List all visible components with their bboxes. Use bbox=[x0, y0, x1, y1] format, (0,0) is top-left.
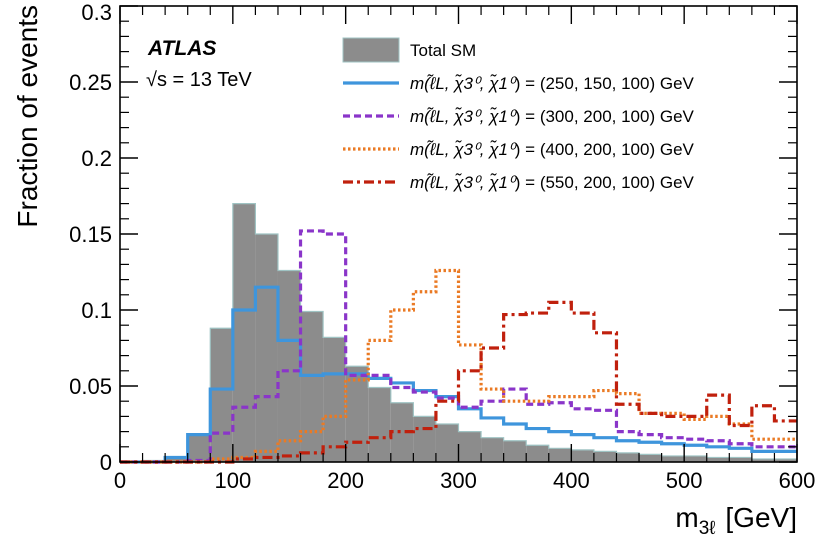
total-sm-bar bbox=[368, 387, 391, 462]
legend-label: m(ℓ̃L, χ̃3⁰, χ̃1⁰) = (400, 200, 100) GeV bbox=[410, 139, 695, 159]
x-axis-unit: [GeV] bbox=[725, 502, 797, 533]
total-sm-bar bbox=[571, 449, 594, 462]
total-sm-bar bbox=[548, 448, 572, 462]
axis-ticks bbox=[119, 5, 798, 463]
atlas-label: ATLAS bbox=[147, 37, 216, 60]
total-sm-bar bbox=[390, 402, 414, 462]
legend-swatch-total-sm bbox=[342, 37, 400, 63]
legend-label: m(ℓ̃L, χ̃3⁰, χ̃1⁰) = (300, 200, 100) GeV bbox=[410, 106, 695, 126]
total-sm-bar bbox=[165, 457, 188, 462]
total-sm-bar bbox=[435, 424, 459, 462]
y-tick-label: 0.15 bbox=[69, 222, 112, 247]
x-axis-sub: 3ℓ bbox=[699, 518, 716, 539]
legend-label: Total SM bbox=[410, 41, 476, 60]
y-tick-label: 0.3 bbox=[81, 0, 112, 25]
total-sm-bar bbox=[458, 431, 482, 462]
total-sm-bar bbox=[187, 434, 211, 462]
total-sm-bar bbox=[774, 458, 797, 462]
legend: Total SM m(ℓ̃L, χ̃3⁰, χ̃1⁰) = (250, 150, … bbox=[342, 37, 695, 192]
legend-label: m(ℓ̃L, χ̃3⁰, χ̃1⁰) = (250, 150, 100) GeV bbox=[410, 73, 695, 93]
x-tick-label: 500 bbox=[666, 468, 703, 493]
total-sm-bar bbox=[481, 437, 504, 462]
total-sm-bar bbox=[255, 234, 278, 462]
total-sm-bar bbox=[503, 440, 527, 462]
total-sm-bar bbox=[526, 445, 549, 462]
signal-line-3 bbox=[120, 268, 797, 464]
x-tick-label: 400 bbox=[553, 468, 590, 493]
x-tick-label: 0 bbox=[114, 468, 126, 493]
x-axis-var: m bbox=[675, 502, 698, 533]
x-tick-label: 200 bbox=[327, 468, 364, 493]
signal-line-2 bbox=[120, 229, 797, 464]
total-sm-bar bbox=[300, 311, 324, 462]
total-sm-bar bbox=[639, 454, 662, 462]
total-sm-bar bbox=[751, 458, 775, 462]
y-tick-label: 0.1 bbox=[81, 298, 112, 323]
x-tick-label: 100 bbox=[214, 468, 251, 493]
x-tick-label: 300 bbox=[440, 468, 477, 493]
y-axis-title: Fraction of events bbox=[12, 5, 43, 228]
total-sm-bar bbox=[616, 452, 640, 462]
signal-line-1 bbox=[120, 285, 797, 464]
total-sm-bar bbox=[323, 337, 346, 462]
y-tick-label: 0.2 bbox=[81, 146, 112, 171]
total-sm-bar bbox=[706, 457, 730, 462]
total-sm-bar bbox=[413, 416, 436, 462]
total-sm-bar bbox=[345, 366, 369, 462]
y-tick-label: 0.25 bbox=[69, 70, 112, 95]
x-axis-title: m3ℓ [GeV] bbox=[675, 502, 797, 539]
total-sm-bar bbox=[593, 451, 617, 462]
total-sm-bar bbox=[661, 455, 685, 462]
total-sm-bar bbox=[210, 328, 233, 462]
total-sm-bar bbox=[684, 455, 707, 462]
x-tick-labels: 0 100 200 300 400 500 600 bbox=[114, 468, 815, 493]
total-sm-bar bbox=[729, 457, 752, 462]
legend-label: m(ℓ̃L, χ̃3⁰, χ̃1⁰) = (550, 200, 100) GeV bbox=[410, 172, 695, 192]
x-tick-label: 600 bbox=[779, 468, 816, 493]
y-tick-label: 0.05 bbox=[69, 374, 112, 399]
energy-label: √s = 13 TeV bbox=[146, 69, 252, 91]
y-tick-labels: 0 0.05 0.1 0.15 0.2 0.25 0.3 bbox=[69, 0, 112, 475]
total-sm-outline bbox=[120, 203, 797, 463]
total-sm-histogram bbox=[120, 203, 797, 463]
total-sm-bar bbox=[232, 203, 256, 462]
total-sm-bar bbox=[277, 270, 301, 462]
y-tick-label: 0 bbox=[100, 450, 112, 475]
